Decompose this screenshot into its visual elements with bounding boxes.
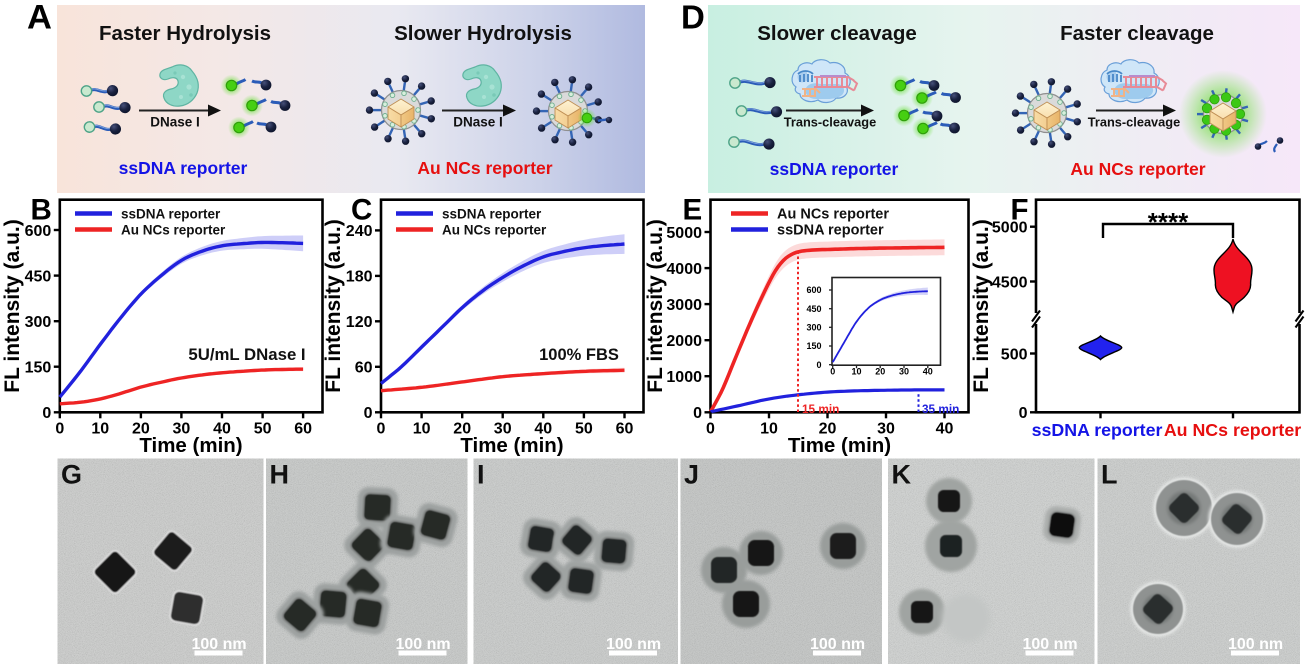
- svg-text:100 nm: 100 nm: [1228, 636, 1283, 653]
- svg-text:D: D: [681, 0, 705, 36]
- svg-text:10: 10: [851, 367, 861, 377]
- svg-text:Time (min): Time (min): [788, 434, 891, 457]
- svg-text:150: 150: [806, 341, 821, 351]
- svg-text:5U/mL DNase I: 5U/mL DNase I: [188, 345, 305, 364]
- svg-text:G: G: [61, 460, 82, 490]
- svg-text:30: 30: [899, 367, 909, 377]
- svg-text:4500: 4500: [992, 274, 1028, 291]
- svg-text:Au NCs reporter: Au NCs reporter: [417, 158, 552, 178]
- svg-text:FL intensity (a.u.): FL intensity (a.u.): [970, 219, 993, 392]
- svg-text:DNase I: DNase I: [150, 115, 200, 130]
- svg-text:10: 10: [91, 420, 109, 437]
- svg-text:E: E: [683, 193, 703, 226]
- svg-text:100 nm: 100 nm: [606, 636, 661, 653]
- svg-text:0: 0: [55, 420, 64, 437]
- svg-text:2000: 2000: [666, 333, 702, 350]
- svg-text:ssDNA reporter: ssDNA reporter: [119, 158, 248, 178]
- svg-text:30: 30: [173, 420, 191, 437]
- svg-text:60: 60: [294, 420, 312, 437]
- svg-text:A: A: [27, 0, 52, 37]
- svg-text:Faster Hydrolysis: Faster Hydrolysis: [99, 22, 271, 45]
- svg-text:40: 40: [923, 367, 933, 377]
- svg-text:35 min: 35 min: [922, 402, 959, 416]
- svg-text:0: 0: [364, 405, 373, 422]
- svg-text:0: 0: [816, 360, 821, 370]
- svg-text:20: 20: [875, 367, 885, 377]
- svg-text:0: 0: [693, 405, 702, 422]
- svg-text:40: 40: [213, 420, 231, 437]
- svg-text:J: J: [684, 460, 699, 490]
- svg-text:100% FBS: 100% FBS: [539, 346, 619, 364]
- svg-text:K: K: [892, 460, 912, 490]
- svg-text:Au NCs reporter: Au NCs reporter: [1164, 420, 1301, 440]
- svg-text:C: C: [351, 193, 372, 226]
- svg-text:ssDNA reporter: ssDNA reporter: [121, 206, 221, 221]
- svg-text:20: 20: [453, 420, 471, 437]
- svg-text:Slower cleavage: Slower cleavage: [757, 22, 917, 45]
- svg-text:40: 40: [534, 420, 552, 437]
- svg-text:100 nm: 100 nm: [396, 636, 451, 653]
- svg-text:40: 40: [936, 420, 954, 437]
- svg-text:ssDNA reporter: ssDNA reporter: [770, 159, 899, 179]
- svg-text:0: 0: [42, 405, 51, 422]
- svg-text:Time (min): Time (min): [460, 434, 563, 457]
- svg-text:DNase I: DNase I: [453, 115, 503, 130]
- svg-text:450: 450: [25, 268, 52, 285]
- svg-text:180: 180: [346, 269, 373, 286]
- svg-text:0: 0: [706, 420, 715, 437]
- svg-text:20: 20: [132, 420, 150, 437]
- svg-text:100 nm: 100 nm: [1023, 636, 1078, 653]
- svg-text:ssDNA reporter: ssDNA reporter: [1032, 420, 1163, 440]
- svg-text:Au NCs reporter: Au NCs reporter: [777, 207, 889, 223]
- svg-text:50: 50: [254, 420, 272, 437]
- svg-text:FL intensity (a.u.): FL intensity (a.u.): [322, 219, 345, 392]
- svg-text:Time (min): Time (min): [139, 434, 242, 457]
- svg-text:10: 10: [760, 420, 778, 437]
- svg-text:I: I: [477, 460, 485, 490]
- svg-text:Au NCs reporter: Au NCs reporter: [442, 222, 547, 237]
- svg-text:5000: 5000: [992, 220, 1028, 237]
- svg-text:20: 20: [819, 420, 837, 437]
- svg-text:150: 150: [25, 360, 52, 377]
- svg-text:Trans-cleavage: Trans-cleavage: [784, 115, 876, 130]
- svg-text:1000: 1000: [666, 369, 702, 386]
- svg-text:500: 500: [1001, 346, 1028, 363]
- svg-text:15 min: 15 min: [802, 402, 839, 416]
- svg-text:L: L: [1101, 460, 1118, 490]
- svg-text:Faster cleavage: Faster cleavage: [1060, 22, 1214, 45]
- svg-text:5000: 5000: [666, 225, 702, 242]
- svg-text:0: 0: [830, 367, 835, 377]
- svg-text:ssDNA reporter: ssDNA reporter: [777, 223, 884, 239]
- svg-text:60: 60: [355, 360, 373, 377]
- svg-text:FL intensity (a.u.): FL intensity (a.u.): [644, 219, 667, 392]
- svg-text:B: B: [31, 193, 52, 226]
- svg-text:30: 30: [877, 420, 895, 437]
- svg-text:FL intensity (a.u.): FL intensity (a.u.): [1, 219, 24, 392]
- svg-text:100 nm: 100 nm: [810, 636, 865, 653]
- svg-text:120: 120: [346, 314, 373, 331]
- svg-text:30: 30: [494, 420, 512, 437]
- svg-text:50: 50: [575, 420, 593, 437]
- svg-text:600: 600: [25, 223, 52, 240]
- svg-text:Au NCs reporter: Au NCs reporter: [121, 222, 226, 237]
- svg-text:300: 300: [25, 314, 52, 331]
- svg-text:****: ****: [1148, 207, 1189, 237]
- svg-text:240: 240: [346, 223, 373, 240]
- svg-text:Au NCs reporter: Au NCs reporter: [1070, 159, 1205, 179]
- svg-text:60: 60: [616, 420, 634, 437]
- svg-text:4000: 4000: [666, 261, 702, 278]
- svg-text:10: 10: [413, 420, 431, 437]
- svg-text:H: H: [270, 460, 290, 490]
- svg-text:100 nm: 100 nm: [192, 636, 247, 653]
- svg-text:ssDNA reporter: ssDNA reporter: [442, 206, 542, 221]
- svg-text:F: F: [1011, 193, 1029, 226]
- svg-text:Slower Hydrolysis: Slower Hydrolysis: [394, 22, 572, 45]
- svg-text:Trans-cleavage: Trans-cleavage: [1088, 115, 1180, 130]
- svg-text:600: 600: [806, 285, 821, 295]
- svg-text:450: 450: [806, 304, 821, 314]
- svg-text:3000: 3000: [666, 297, 702, 314]
- svg-text:300: 300: [806, 323, 821, 333]
- svg-text:0: 0: [377, 420, 386, 437]
- svg-text:0: 0: [1019, 405, 1028, 422]
